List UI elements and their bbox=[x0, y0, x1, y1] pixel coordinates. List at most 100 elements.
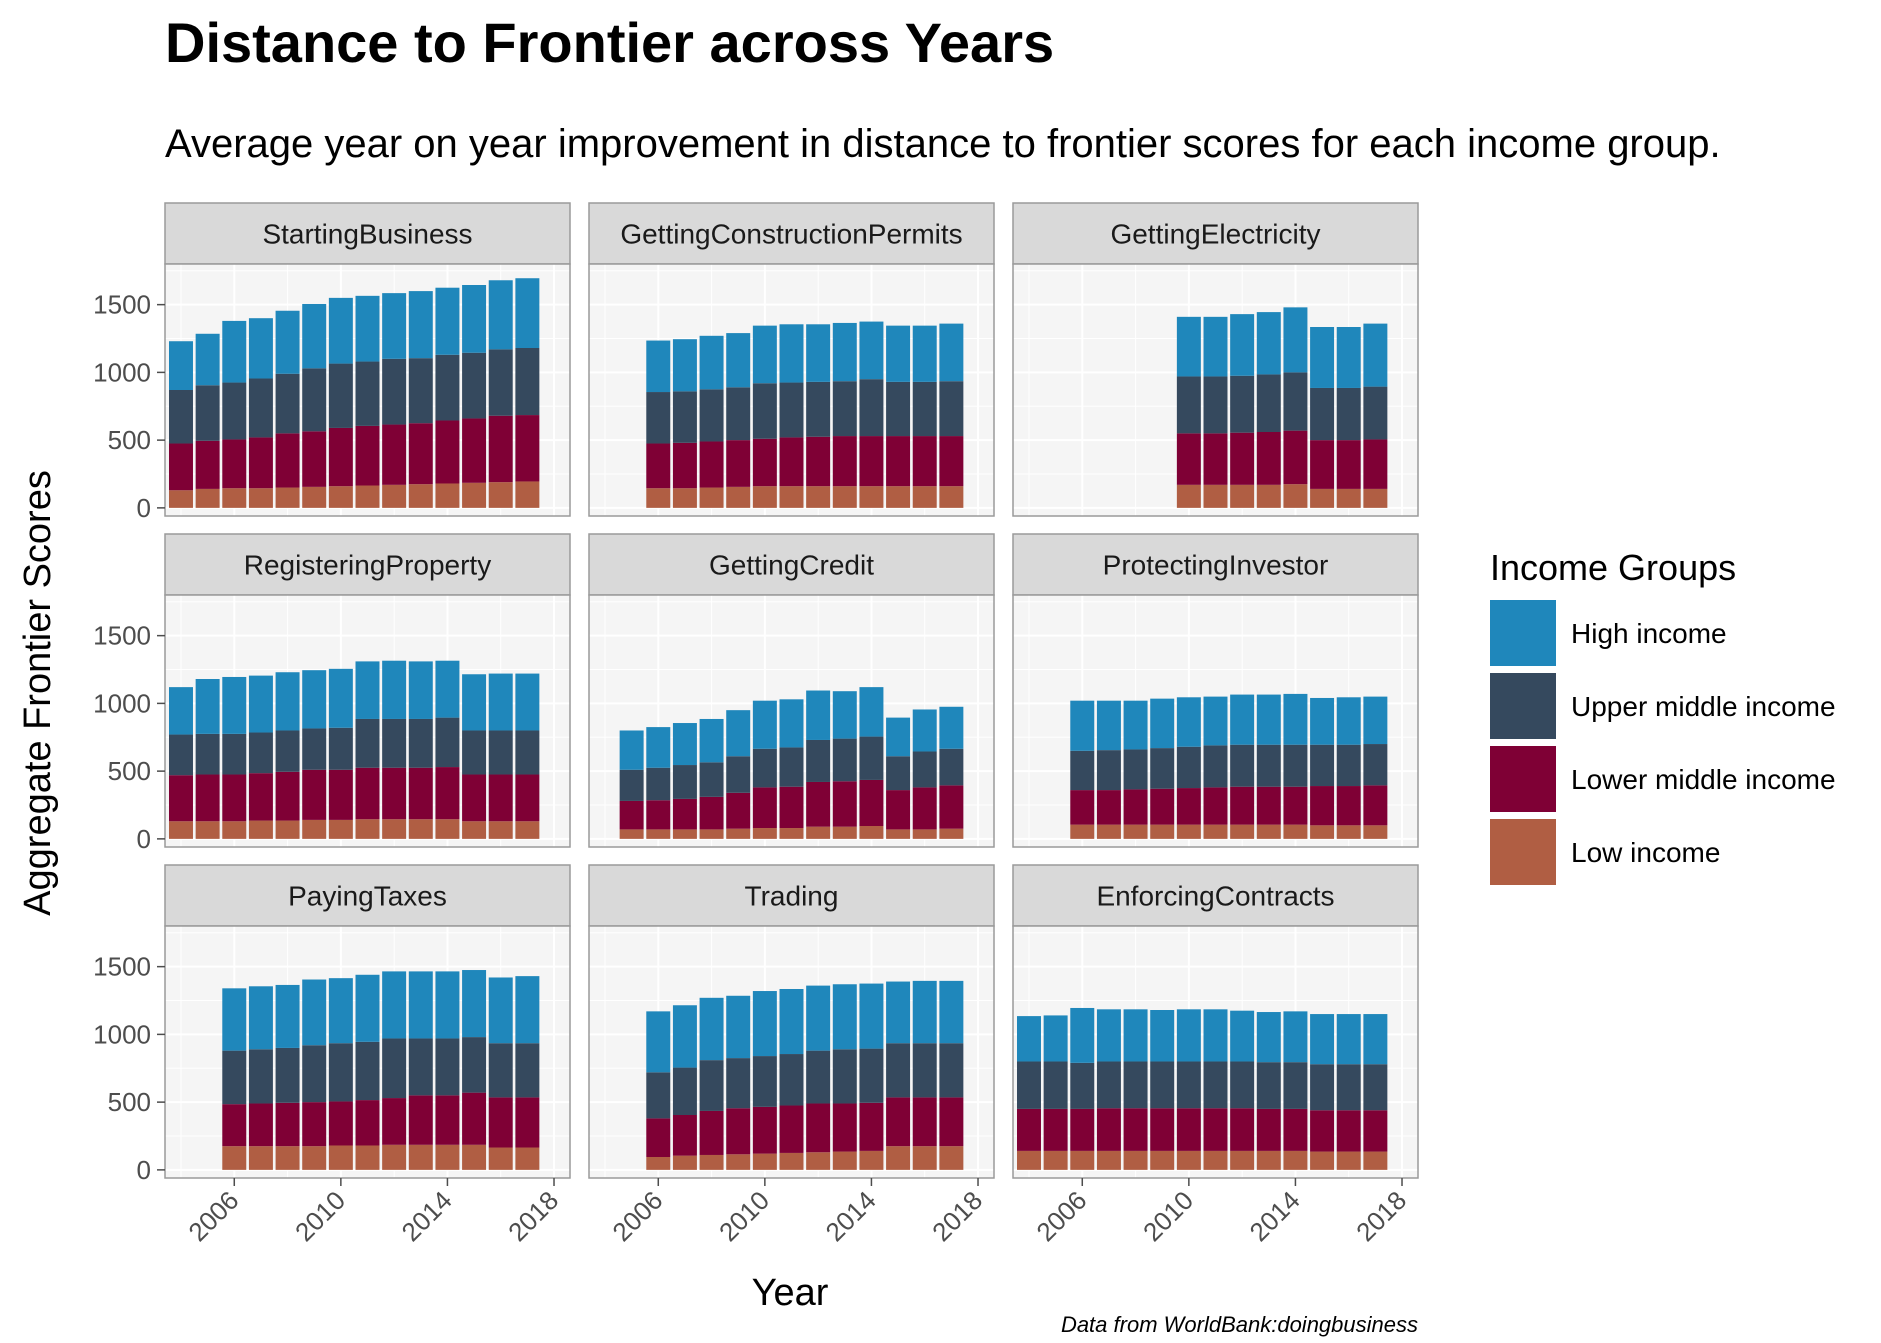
bar-lower-middle-income bbox=[832, 436, 857, 487]
legend-key-lower-middle-income bbox=[1490, 746, 1556, 812]
bar-high-income bbox=[859, 321, 884, 380]
bar-low-income bbox=[462, 1144, 487, 1170]
bar-upper-middle-income bbox=[699, 1060, 724, 1111]
bar-upper-middle-income bbox=[726, 1058, 751, 1109]
bar-high-income bbox=[1070, 700, 1095, 751]
bar-upper-middle-income bbox=[1256, 1062, 1281, 1109]
bar-low-income bbox=[752, 828, 777, 839]
bar-low-income bbox=[1230, 1150, 1255, 1170]
bar-upper-middle-income bbox=[195, 733, 220, 775]
panel-strip bbox=[588, 202, 995, 265]
bar-lower-middle-income bbox=[1363, 1110, 1388, 1152]
bar-lower-middle-income bbox=[1150, 788, 1175, 825]
bar-high-income bbox=[328, 668, 353, 728]
bar-low-income bbox=[1283, 824, 1308, 839]
bar-low-income bbox=[488, 821, 513, 839]
bar-upper-middle-income bbox=[1096, 750, 1121, 791]
bar-low-income bbox=[1256, 484, 1281, 508]
bar-low-income bbox=[408, 484, 433, 508]
legend-label-high-income: High income bbox=[1571, 618, 1727, 649]
bar-lower-middle-income bbox=[752, 1106, 777, 1154]
bar-upper-middle-income bbox=[1363, 1064, 1388, 1111]
bar-high-income bbox=[886, 717, 911, 757]
bar-high-income bbox=[1230, 1010, 1255, 1062]
bar-lower-middle-income bbox=[1123, 789, 1148, 825]
bar-high-income bbox=[355, 661, 380, 719]
bar-high-income bbox=[222, 988, 247, 1051]
bar-upper-middle-income bbox=[1150, 748, 1175, 789]
panel-strip-label: PayingTaxes bbox=[288, 881, 447, 912]
legend: Income Groups High income Upper middle in… bbox=[1490, 547, 1836, 885]
bar-lower-middle-income bbox=[275, 433, 300, 488]
y-tick-label: 500 bbox=[108, 1087, 151, 1117]
bar-upper-middle-income bbox=[699, 389, 724, 442]
bar-lower-middle-income bbox=[382, 1098, 407, 1145]
bar-low-income bbox=[832, 486, 857, 508]
bar-lower-middle-income bbox=[859, 779, 884, 826]
panel-strip bbox=[1012, 533, 1419, 596]
bar-lower-middle-income bbox=[462, 774, 487, 822]
bar-upper-middle-income bbox=[248, 378, 273, 438]
bar-low-income bbox=[886, 829, 911, 839]
bar-upper-middle-income bbox=[806, 1050, 831, 1104]
bar-lower-middle-income bbox=[779, 437, 804, 487]
bar-high-income bbox=[1070, 1007, 1095, 1063]
bar-high-income bbox=[752, 991, 777, 1057]
panel-enforcingcontracts: EnforcingContracts 2006 2010 2014 2018 bbox=[1012, 864, 1419, 1247]
bar-lower-middle-income bbox=[1336, 440, 1361, 489]
bar-high-income bbox=[488, 280, 513, 350]
bar-lower-middle-income bbox=[859, 1102, 884, 1151]
bar-low-income bbox=[1070, 824, 1095, 839]
bar-high-income bbox=[195, 333, 220, 386]
bar-low-income bbox=[302, 1146, 327, 1170]
bar-lower-middle-income bbox=[328, 769, 353, 820]
bar-high-income bbox=[1310, 697, 1335, 745]
bar-upper-middle-income bbox=[302, 368, 327, 432]
bar-lower-middle-income bbox=[1123, 1108, 1148, 1151]
bar-upper-middle-income bbox=[1043, 1061, 1068, 1109]
bar-upper-middle-income bbox=[939, 1043, 964, 1098]
bar-high-income bbox=[726, 710, 751, 757]
bar-upper-middle-income bbox=[886, 756, 911, 791]
bar-upper-middle-income bbox=[1070, 750, 1095, 791]
bar-lower-middle-income bbox=[939, 1097, 964, 1147]
x-tick-label: 2014 bbox=[396, 1185, 458, 1247]
panel-border bbox=[588, 263, 995, 517]
panel-border bbox=[588, 925, 995, 1179]
bar-upper-middle-income bbox=[408, 358, 433, 424]
bar-lower-middle-income bbox=[832, 1103, 857, 1152]
bar-upper-middle-income bbox=[382, 718, 407, 768]
bar-upper-middle-income bbox=[1230, 744, 1255, 787]
y-tick-label: 1000 bbox=[93, 357, 151, 387]
bar-low-income bbox=[939, 486, 964, 508]
bar-low-income bbox=[1150, 824, 1175, 839]
bar-lower-middle-income bbox=[328, 427, 353, 487]
bar-upper-middle-income bbox=[806, 381, 831, 437]
bar-low-income bbox=[832, 826, 857, 839]
bar-high-income bbox=[1043, 1015, 1068, 1062]
bar-high-income bbox=[462, 970, 487, 1038]
panel-border bbox=[164, 594, 571, 848]
bar-low-income bbox=[1176, 484, 1201, 508]
bar-lower-middle-income bbox=[672, 1115, 697, 1156]
bar-upper-middle-income bbox=[886, 381, 911, 437]
bar-high-income bbox=[222, 676, 247, 734]
bar-lower-middle-income bbox=[726, 440, 751, 487]
bar-upper-middle-income bbox=[859, 379, 884, 437]
x-tick-label: 2006 bbox=[1030, 1185, 1092, 1247]
bar-low-income bbox=[1336, 488, 1361, 508]
bar-lower-middle-income bbox=[222, 774, 247, 822]
panel-strip-label: GettingCredit bbox=[709, 550, 874, 581]
bar-low-income bbox=[355, 819, 380, 839]
bar-upper-middle-income bbox=[646, 767, 671, 801]
bar-upper-middle-income bbox=[222, 382, 247, 440]
bar-upper-middle-income bbox=[382, 358, 407, 425]
bar-upper-middle-income bbox=[832, 1049, 857, 1104]
bar-upper-middle-income bbox=[462, 730, 487, 775]
bar-lower-middle-income bbox=[1070, 1108, 1095, 1151]
chart-title: Distance to Frontier across Years bbox=[165, 11, 1054, 74]
y-axis-title: Aggregate Frontier Scores bbox=[17, 470, 59, 916]
facet-panels: StartingBusiness 0 500 1000 1500 GettingConst… bbox=[93, 202, 1419, 1247]
bar-lower-middle-income bbox=[1203, 787, 1228, 825]
bar-low-income bbox=[1336, 825, 1361, 839]
